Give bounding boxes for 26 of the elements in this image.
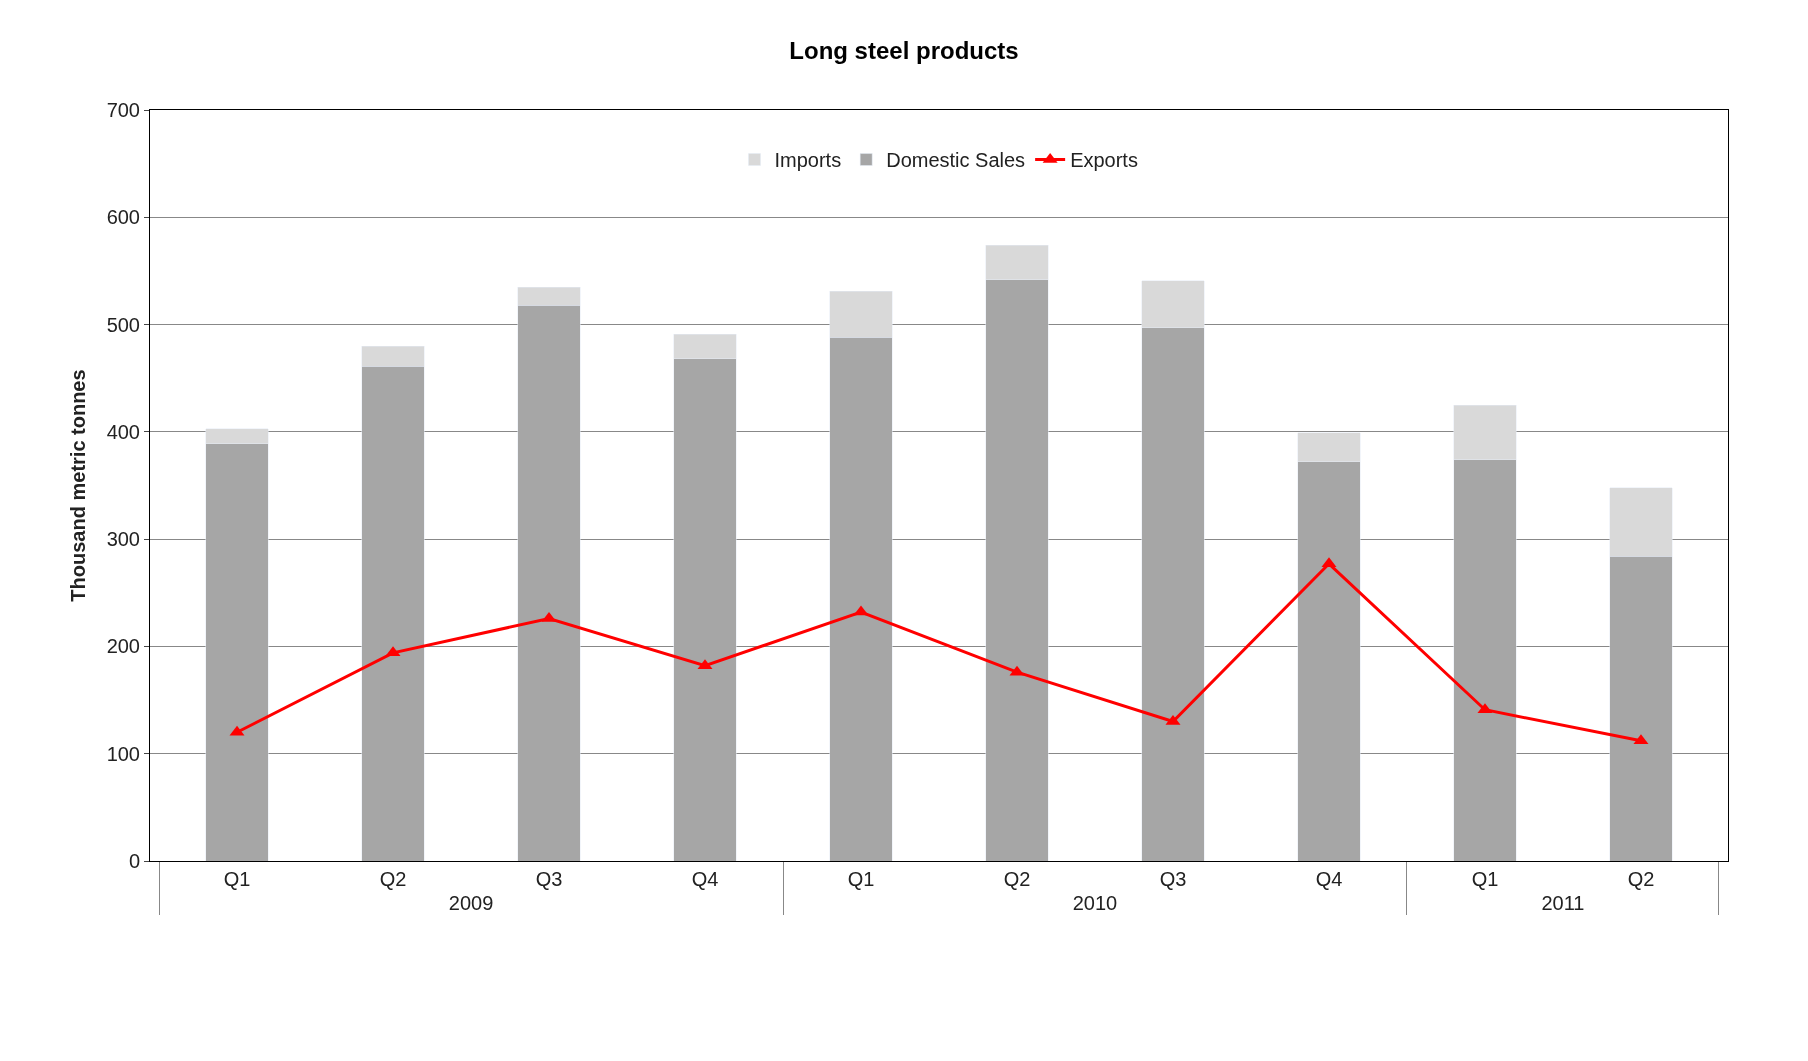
x-tick-label: Q4 [1315,868,1343,890]
y-tick-label: 700 [106,99,140,121]
y-tick-label: 200 [106,635,140,658]
y-tick-label: 300 [106,528,140,551]
y-tick-label: 500 [106,313,140,336]
x-tick-label: Q3 [1159,868,1187,890]
x-tick-label: Q1 [223,868,251,890]
chart-title: Long steel products [789,37,1019,65]
x-tick-label: Q2 [379,868,407,890]
y-tick-label: 100 [106,742,140,765]
x-tick-label: Q1 [1471,868,1499,890]
x-tick-label: Q4 [691,868,719,890]
x-tick-label: Q2 [1627,868,1655,890]
y-tick-label: 600 [106,206,140,229]
legend-label: Exports [1070,149,1138,172]
y-tick-label: 400 [106,420,140,443]
x-tick-label: Q1 [847,868,875,890]
y-tick-label: 0 [128,850,140,872]
x-tick-label: Q2 [1003,868,1031,890]
y-axis-title: Thousand metric tonnes [67,369,90,602]
text: 2009 [448,892,494,914]
x-tick-label: Q3 [535,868,563,890]
legend-label: Domestic Sales [886,149,1026,172]
legend-label: Imports [774,149,842,172]
text: 2010 [1072,892,1118,914]
text: 2011 [1541,892,1585,914]
